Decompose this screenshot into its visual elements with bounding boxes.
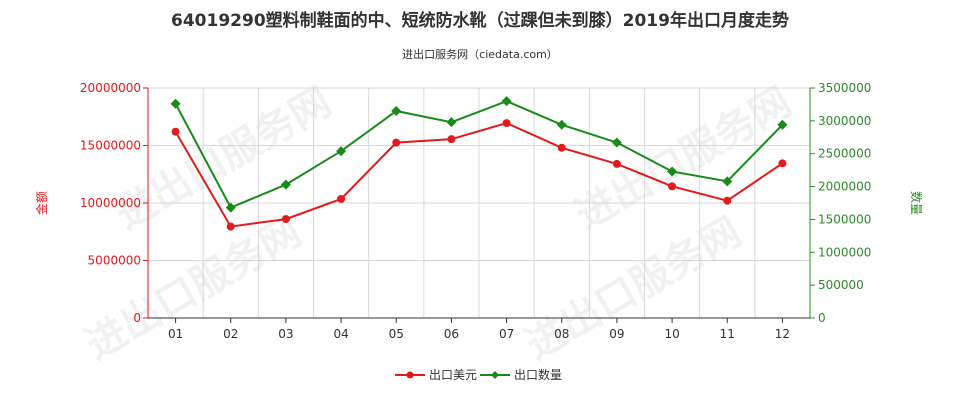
- y-left-tick-label: 15000000: [80, 139, 141, 153]
- legend-marker-quantity: [491, 371, 499, 379]
- series-layer: [170, 96, 788, 231]
- watermark-text-3: 进出口服务网: [518, 209, 749, 369]
- series-point-1: [501, 96, 512, 107]
- series-point-1: [336, 146, 347, 157]
- series-point-0: [337, 194, 346, 203]
- series-point-1: [280, 179, 291, 190]
- chart-title: 64019290塑料制鞋面的中、短统防水靴（过踝但未到膝）2019年出口月度走势: [171, 10, 789, 31]
- series-point-1: [391, 106, 402, 116]
- x-tick-label: 01: [168, 327, 183, 341]
- x-tick-label: 09: [609, 327, 624, 341]
- series-point-0: [171, 127, 180, 136]
- legend-label-amount: 出口美元: [429, 368, 477, 382]
- x-tick-label: 02: [223, 327, 238, 341]
- y-right-tick-label: 3000000: [818, 114, 871, 128]
- y-right-tick-label: 2500000: [818, 147, 871, 161]
- y-right-tick-label: 2000000: [818, 180, 871, 194]
- y-left-tick-label: 0: [133, 311, 141, 325]
- x-tick-label: 11: [720, 327, 735, 341]
- series-point-0: [392, 138, 401, 147]
- series-line-1: [174, 100, 784, 209]
- legend-label-quantity: 出口数量: [514, 367, 562, 382]
- series-point-1: [556, 119, 567, 130]
- x-tick-label: 10: [664, 327, 679, 341]
- watermark-text-2: 进出口服务网: [78, 209, 309, 369]
- chart-subtitle: 进出口服务网（ciedata.com）: [402, 47, 558, 61]
- x-tick-label: 05: [389, 327, 404, 341]
- series-point-0: [612, 159, 621, 168]
- y-right-tick-label: 0: [818, 311, 826, 325]
- legend-marker-amount: [406, 371, 414, 379]
- series-point-0: [557, 143, 566, 152]
- legend-item-amount[interactable]: 出口美元: [395, 368, 477, 382]
- x-tick-label: 08: [554, 327, 569, 341]
- series-point-1: [667, 166, 678, 177]
- series-point-1: [225, 202, 236, 213]
- series-point-0: [778, 159, 787, 168]
- series-point-0: [281, 215, 290, 224]
- axes: 0 5000000 10000000 15000000 20000000 0 500000 1…: [80, 81, 872, 341]
- y-right-tick-label: 3500000: [818, 81, 871, 95]
- series-point-0: [447, 135, 456, 144]
- y-right-tick-label: 1500000: [818, 212, 871, 226]
- y-axis-left-label: 金额: [34, 191, 49, 215]
- y-left-tick-label: 5000000: [88, 254, 141, 268]
- y-left-tick-label: 10000000: [80, 196, 141, 210]
- legend[interactable]: 出口美元 出口数量: [395, 367, 562, 382]
- series-point-1: [611, 137, 622, 148]
- series-point-1: [722, 176, 733, 187]
- x-tick-label: 03: [278, 327, 293, 341]
- y-right-tick-label: 500000: [818, 278, 864, 292]
- y-right-tick-label: 1000000: [818, 245, 871, 259]
- series-line-0: [174, 122, 783, 228]
- series-point-1: [170, 98, 181, 109]
- series-point-0: [226, 222, 235, 231]
- series-point-0: [723, 196, 732, 205]
- series-point-0: [502, 119, 511, 128]
- series-point-0: [668, 182, 677, 191]
- x-tick-label: 06: [444, 327, 459, 341]
- x-tick-label: 07: [499, 327, 514, 341]
- series-point-1: [777, 119, 788, 130]
- y-left-tick-label: 20000000: [80, 81, 141, 95]
- x-tick-label: 04: [333, 327, 348, 341]
- x-tick-label: 12: [775, 327, 790, 341]
- y-axis-right-label: 数量: [909, 191, 924, 215]
- series-point-1: [446, 117, 457, 128]
- legend-item-quantity[interactable]: 出口数量: [480, 367, 562, 382]
